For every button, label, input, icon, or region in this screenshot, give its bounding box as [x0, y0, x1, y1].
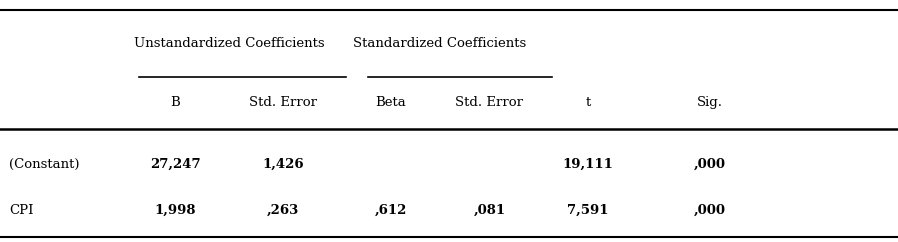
- Text: Standardized Coefficients: Standardized Coefficients: [354, 37, 526, 50]
- Text: ,081: ,081: [473, 204, 506, 217]
- Text: 19,111: 19,111: [563, 158, 613, 171]
- Text: Beta: Beta: [375, 96, 406, 109]
- Text: Std. Error: Std. Error: [455, 96, 524, 109]
- Text: ,000: ,000: [693, 158, 726, 171]
- Text: ,612: ,612: [374, 204, 407, 217]
- Text: ,000: ,000: [693, 204, 726, 217]
- Text: 1,426: 1,426: [262, 158, 304, 171]
- Text: (Constant): (Constant): [9, 158, 80, 171]
- Text: Std. Error: Std. Error: [249, 96, 317, 109]
- Text: t: t: [585, 96, 591, 109]
- Text: 27,247: 27,247: [150, 158, 200, 171]
- Text: 1,998: 1,998: [154, 204, 196, 217]
- Text: Unstandardized Coefficients: Unstandardized Coefficients: [134, 37, 324, 50]
- Text: Sig.: Sig.: [697, 96, 722, 109]
- Text: 7,591: 7,591: [568, 204, 609, 217]
- Text: ,263: ,263: [267, 204, 299, 217]
- Text: B: B: [171, 96, 180, 109]
- Text: CPI: CPI: [9, 204, 33, 217]
